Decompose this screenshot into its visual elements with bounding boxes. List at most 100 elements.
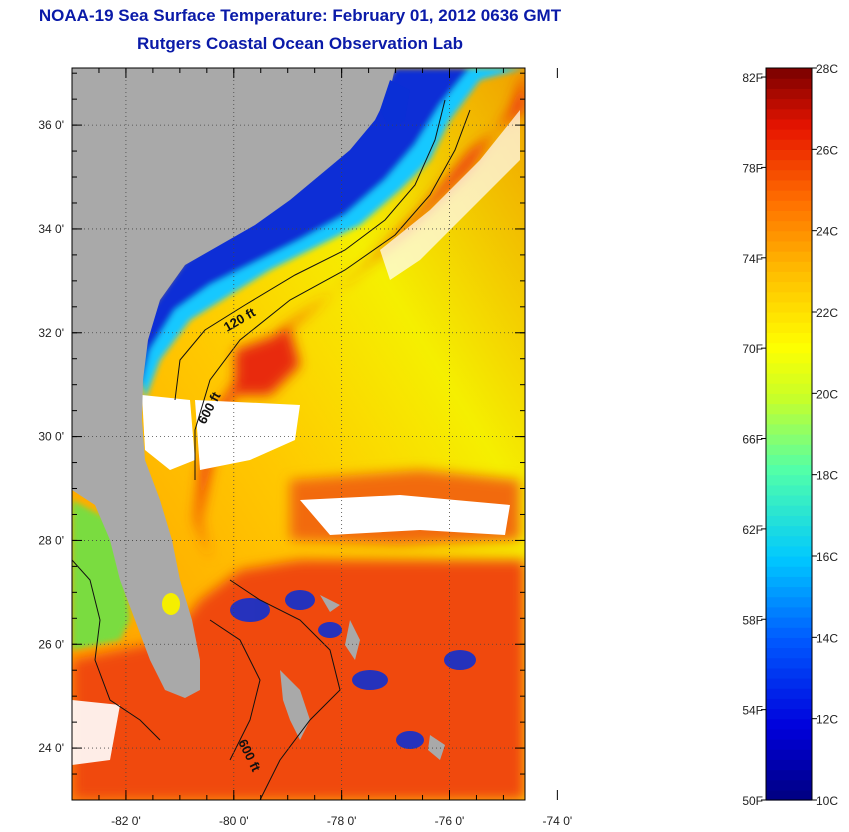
colorbar-swatch [766,352,812,364]
colorbar-swatch [766,210,812,222]
colorbar-swatch [766,118,812,130]
cloud-patch-florida [142,395,195,470]
lat-tick-label: 28 0' [38,533,64,547]
colorbar-swatch [766,535,812,547]
colorbar-swatch [766,179,812,191]
celsius-label: 16C [816,550,838,564]
contour-120ft [174,99,446,401]
cold-patch [396,731,424,749]
fahrenheit-label: 50F [742,794,763,808]
colorbar-frame [765,67,813,801]
lake-okeechobee [162,593,180,615]
celsius-label: 26C [816,143,838,157]
colorbar-swatch [766,769,812,781]
colorbar-swatch [766,129,812,140]
colorbar-swatch [766,190,812,201]
colorbar-swatch [766,240,812,252]
sst-map: 120 ft 600 ft 600 ft 24 0'26 0'28 0'30 0… [38,67,573,828]
colorbar-swatch [766,332,812,344]
colorbar-swatch [766,108,812,120]
fahrenheit-label: 58F [742,613,763,627]
colorbar-swatch [766,505,812,516]
colorbar-swatch [766,281,812,293]
lat-tick-label: 32 0' [38,326,64,340]
celsius-label: 22C [816,306,838,320]
lon-tick-label: -74 0' [543,814,573,828]
colorbar-swatch [766,657,812,669]
colorbar-swatch [766,149,812,161]
lon-tick-label: -82 0' [111,814,141,828]
colorbar-swatch [766,68,812,79]
colorbar-swatch [766,525,812,537]
cold-patch [230,598,270,622]
celsius-label: 24C [816,225,838,239]
bahamas-islands [280,595,445,760]
colorbar-swatch [766,566,812,577]
colorbar-swatch [766,688,812,699]
celsius-label: 18C [816,469,838,483]
colorbar-swatch [766,698,812,710]
colorbar-swatch [766,749,812,760]
colorbar-swatch [766,230,812,242]
lat-tick-label: 30 0' [38,430,64,444]
colorbar-swatch [766,301,812,313]
colorbar-swatch [766,261,812,272]
cloud-patch-east [300,495,510,535]
contour-bahamas-2 [209,619,261,761]
cold-patch [285,590,315,610]
colorbar-swatch [766,759,812,771]
colorbar-swatch [766,484,812,496]
colorbar-swatch [766,98,812,110]
map-frame [71,67,526,801]
lat-tick-label: 26 0' [38,637,64,651]
contour-florida-shelf [72,559,161,741]
fahrenheit-label: 54F [742,704,763,718]
cloud-patch-north [380,110,520,280]
colorbar-swatch [766,637,812,649]
coastal-cold-band-outer [140,68,525,400]
fahrenheit-label: 66F [742,433,763,447]
colorbar-swatch [766,251,812,262]
lon-tick-label: -76 0' [435,814,465,828]
colorbar-swatch [766,169,812,181]
colorbar-swatch [766,576,812,588]
celsius-label: 12C [816,713,838,727]
contour-600ft [194,109,471,480]
colorbar-swatch [766,545,812,557]
fahrenheit-label: 78F [742,161,763,175]
colorbar-swatch [766,454,812,466]
fahrenheit-label: 82F [742,71,763,85]
colorbar-swatch [766,474,812,486]
colorbar-swatch [766,271,812,283]
cold-patch [318,622,342,638]
pamlico-sound [380,80,410,130]
colorbar-swatch [766,383,812,394]
colorbar-swatch [766,678,812,689]
lat-tick-label: 34 0' [38,222,64,236]
colorbar-swatch [766,362,812,374]
warm-eddy [235,330,300,395]
fahrenheit-label: 70F [742,342,763,356]
map-title: NOAA-19 Sea Surface Temperature: Februar… [38,6,562,25]
contour-bahamas [229,579,341,800]
fahrenheit-label: 62F [742,523,763,537]
colorbar-swatch [766,718,812,730]
gulf-stream-warm-band [195,70,525,560]
colorbar-swatch [766,739,812,750]
celsius-label: 14C [816,631,838,645]
colorbar-swatch [766,342,812,354]
colorbar-swatch [766,647,812,659]
colorbar-swatch [766,444,812,455]
lon-tick-label: -78 0' [327,814,357,828]
colorbar-swatch [766,708,812,720]
colorbar-swatch [766,515,812,527]
lat-tick-label: 24 0' [38,741,64,755]
colorbar-swatch [766,413,812,425]
colorbar-swatch [766,139,812,150]
celsius-label: 28C [816,62,838,76]
colorbar-swatch [766,200,812,211]
colorbar-swatch [766,88,812,100]
celsius-label: 20C [816,387,838,401]
celsius-label: 10C [816,794,838,808]
